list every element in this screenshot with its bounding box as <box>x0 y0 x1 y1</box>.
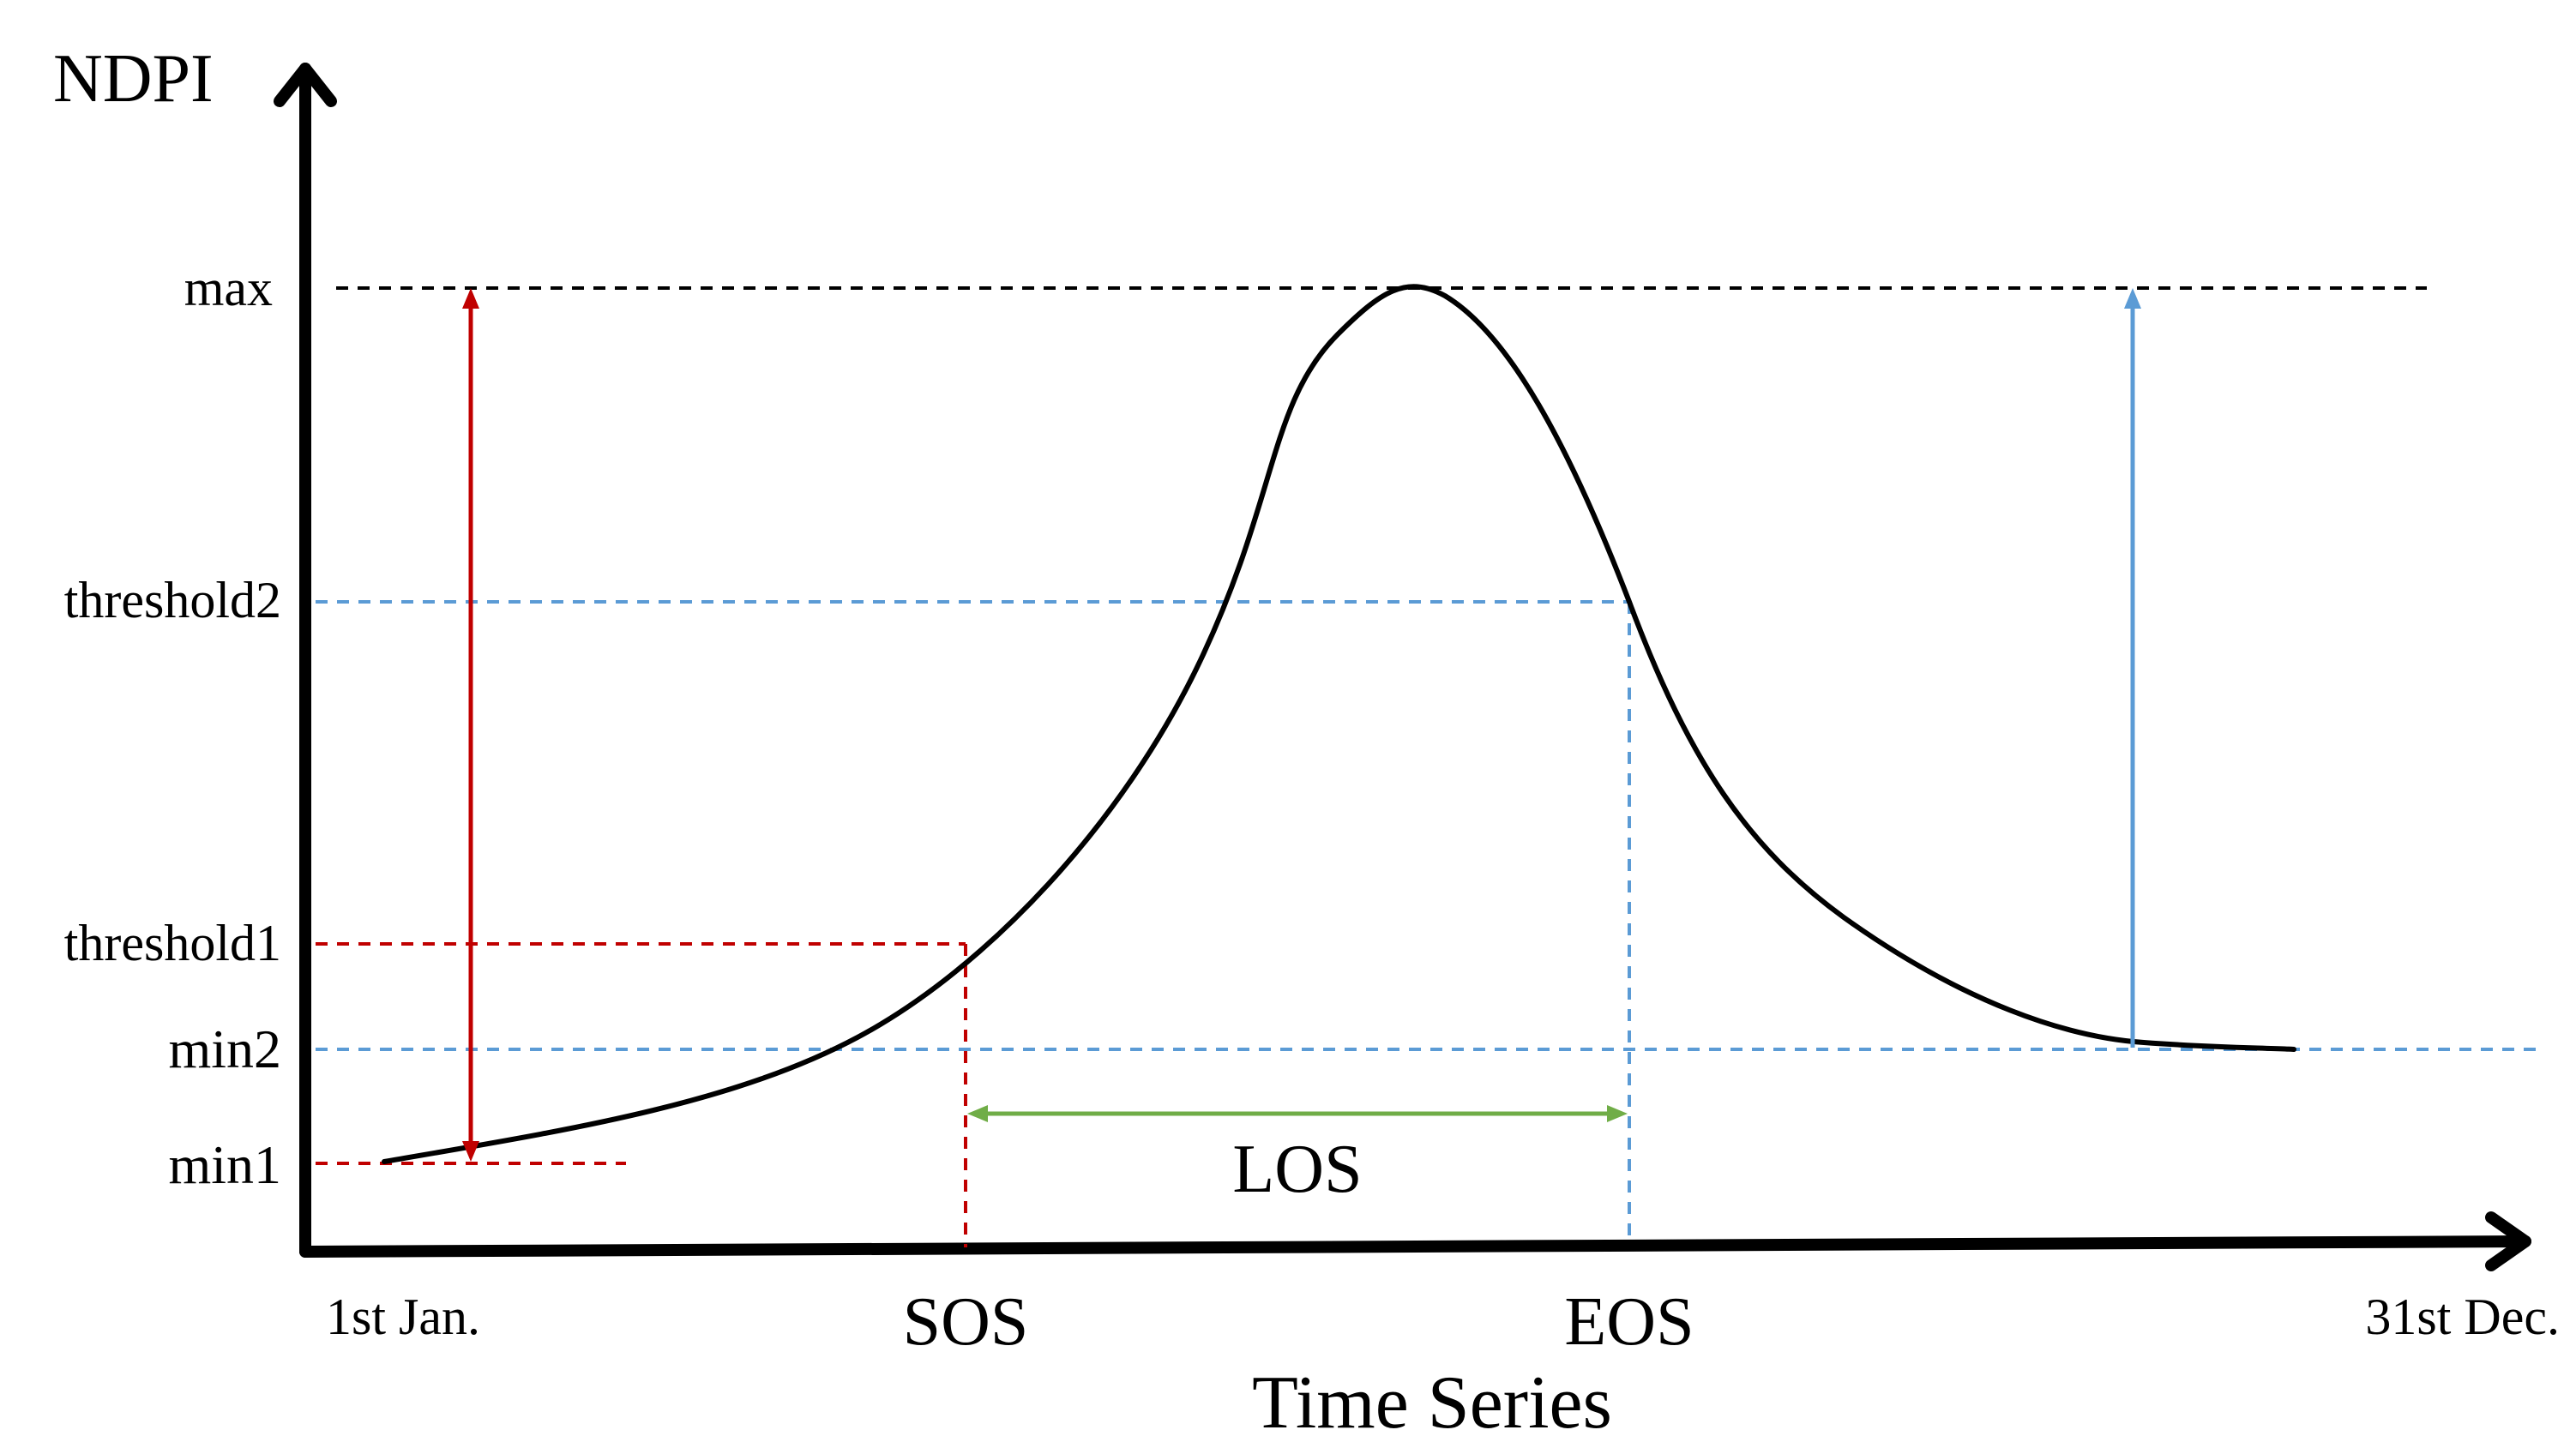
x-axis-arrowhead <box>2485 1211 2531 1271</box>
red-guides <box>316 942 967 1247</box>
red-arrow-bottom-head <box>462 1141 479 1162</box>
los-arrow-right-head <box>1607 1105 1628 1122</box>
x-axis-end-label: 31st Dec. <box>2365 1289 2560 1345</box>
x-axis-start-label: 1st Jan. <box>326 1289 480 1345</box>
threshold1-label: threshold1 <box>64 915 281 971</box>
blue-arrow-head <box>2124 288 2141 309</box>
min2-label: min2 <box>168 1018 281 1079</box>
x-axis-label: Time Series <box>1252 1361 1612 1445</box>
blue-guides <box>316 600 2540 1245</box>
min1-label: min1 <box>168 1134 281 1195</box>
y-axis-arrowhead <box>274 63 337 107</box>
sos-label: SOS <box>903 1284 1029 1360</box>
ndpi-curve <box>382 284 2296 1164</box>
los-arrow-left-head <box>967 1105 988 1122</box>
los-label: LOS <box>1232 1132 1362 1207</box>
x-axis-line <box>299 1235 2531 1258</box>
red-arrow-top-head <box>462 288 479 309</box>
red-amplitude-arrow <box>462 288 479 1162</box>
y-axis-label: NDPI <box>53 41 214 117</box>
axes <box>274 63 2531 1271</box>
blue-amplitude-arrow <box>2124 288 2141 1048</box>
max-label: max <box>184 260 273 316</box>
los-arrow <box>967 1105 1628 1122</box>
threshold2-label: threshold2 <box>64 572 281 628</box>
eos-label: EOS <box>1564 1284 1694 1360</box>
